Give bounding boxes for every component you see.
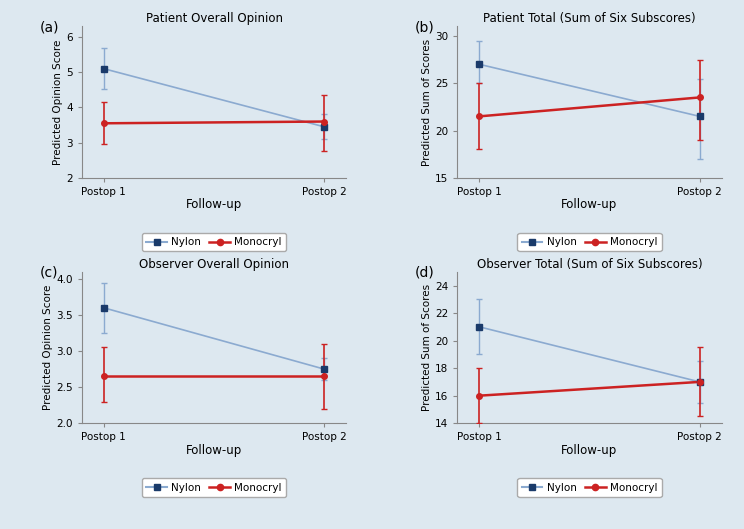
Y-axis label: Predicted Sum of Scores: Predicted Sum of Scores (423, 284, 432, 411)
Legend: Nylon, Monocryl: Nylon, Monocryl (518, 233, 661, 251)
Legend: Nylon, Monocryl: Nylon, Monocryl (142, 478, 286, 497)
Legend: Nylon, Monocryl: Nylon, Monocryl (518, 478, 661, 497)
Legend: Nylon, Monocryl: Nylon, Monocryl (142, 233, 286, 251)
Y-axis label: Predicted Opinion Score: Predicted Opinion Score (43, 285, 54, 410)
Y-axis label: Predicted Opinion Score: Predicted Opinion Score (54, 40, 63, 165)
Title: Observer Overall Opinion: Observer Overall Opinion (139, 258, 289, 271)
Title: Observer Total (Sum of Six Subscores): Observer Total (Sum of Six Subscores) (477, 258, 702, 271)
X-axis label: Follow-up: Follow-up (562, 198, 618, 211)
Text: (d): (d) (415, 266, 434, 280)
Text: (c): (c) (39, 266, 58, 280)
Title: Patient Total (Sum of Six Subscores): Patient Total (Sum of Six Subscores) (483, 12, 696, 25)
X-axis label: Follow-up: Follow-up (562, 444, 618, 457)
X-axis label: Follow-up: Follow-up (186, 444, 242, 457)
X-axis label: Follow-up: Follow-up (186, 198, 242, 211)
Text: (a): (a) (39, 21, 59, 34)
Text: (b): (b) (415, 21, 434, 34)
Title: Patient Overall Opinion: Patient Overall Opinion (146, 12, 283, 25)
Y-axis label: Predicted Sum of Scores: Predicted Sum of Scores (423, 39, 432, 166)
